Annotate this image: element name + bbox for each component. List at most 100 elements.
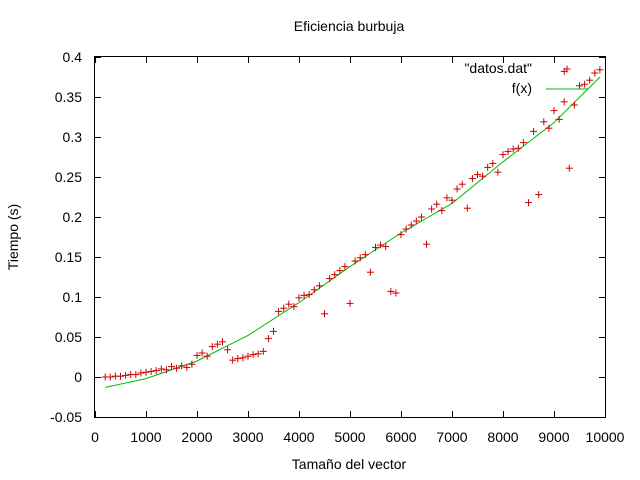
data-point — [453, 185, 461, 193]
data-point — [545, 124, 553, 132]
data-point — [525, 199, 532, 207]
data-point — [147, 367, 155, 375]
y-tick-label: 0.25 — [55, 169, 82, 185]
data-point — [560, 98, 568, 106]
x-axis-label: Tamaño del vector — [292, 456, 407, 472]
data-point — [152, 367, 160, 375]
data-point — [570, 101, 578, 109]
data-point — [315, 282, 323, 290]
data-point — [499, 151, 507, 159]
data-point — [219, 338, 226, 346]
data-point — [392, 289, 400, 297]
data-point — [382, 243, 390, 251]
y-tick-label: 0.35 — [55, 89, 82, 105]
data-point — [168, 363, 175, 371]
data-point — [331, 271, 339, 279]
data-point — [122, 371, 130, 379]
data-point — [565, 164, 573, 172]
data-point — [224, 346, 232, 354]
data-point — [239, 354, 247, 362]
data-point — [504, 147, 512, 155]
legend: "datos.dat" f(x) — [464, 60, 588, 96]
data-point — [249, 351, 257, 359]
data-point — [519, 139, 527, 147]
x-tick-label: 9000 — [538, 429, 569, 445]
data-point — [468, 175, 476, 183]
data-point — [346, 299, 354, 307]
x-tick-label: 4000 — [283, 429, 314, 445]
data-point — [372, 243, 379, 251]
y-tick-label: 0.15 — [55, 249, 82, 265]
data-point — [417, 213, 425, 221]
data-point — [540, 118, 548, 126]
y-tick-labels: -0.05 0 0.05 0.1 0.15 0.2 0.25 0.3 0.35 0.4 — [50, 49, 82, 425]
data-point — [591, 69, 599, 77]
data-point — [402, 225, 410, 233]
data-point — [183, 363, 191, 371]
data-point — [484, 163, 492, 171]
plot-frame — [94, 56, 606, 418]
data-point — [474, 171, 481, 179]
data-point — [178, 362, 186, 370]
data-point — [423, 240, 430, 248]
x-tick-label: 2000 — [181, 429, 212, 445]
data-point — [428, 205, 436, 213]
data-point — [326, 275, 334, 283]
data-point — [137, 369, 145, 377]
x-tick-label: 6000 — [385, 429, 416, 445]
data-point — [264, 335, 272, 343]
data-point — [280, 304, 288, 312]
data-point — [295, 294, 303, 302]
data-point — [193, 351, 201, 359]
data-point — [310, 286, 318, 294]
x-tick-label: 7000 — [436, 429, 467, 445]
data-point — [254, 350, 262, 358]
data-point — [356, 254, 364, 262]
data-point — [514, 144, 522, 152]
data-point — [387, 287, 395, 295]
data-point — [479, 172, 487, 180]
x-tick-label: 10000 — [586, 429, 625, 445]
data-point — [448, 196, 456, 204]
legend-marker-datos — [563, 65, 571, 73]
data-point — [208, 343, 216, 351]
data-point — [377, 241, 385, 249]
y-tick-label: 0 — [74, 369, 82, 385]
y-tick-label: 0.1 — [63, 289, 83, 305]
data-point — [550, 107, 558, 115]
data-point — [117, 372, 124, 380]
x-tick-label: 1000 — [130, 429, 161, 445]
data-point — [581, 80, 589, 88]
data-point — [535, 191, 543, 199]
data-point — [596, 66, 604, 74]
y-tick-label: 0.4 — [63, 49, 83, 65]
data-point — [270, 327, 277, 335]
data-point — [203, 352, 211, 360]
data-point — [443, 194, 451, 202]
data-point — [300, 291, 308, 299]
data-point — [285, 300, 293, 308]
data-point — [336, 267, 344, 275]
data-point — [173, 364, 181, 372]
data-point — [586, 76, 594, 84]
data-point — [106, 373, 114, 381]
data-point — [530, 127, 538, 135]
data-point — [162, 366, 170, 374]
x-tick-label: 3000 — [232, 429, 263, 445]
data-point — [234, 355, 242, 363]
x-tick-label: 0 — [91, 429, 99, 445]
y-tick-label: 0.3 — [63, 129, 83, 145]
chart-title: Eficiencia burbuja — [294, 18, 405, 34]
data-point — [361, 251, 369, 259]
data-point — [458, 180, 466, 188]
data-point — [198, 349, 206, 357]
y-axis-label: Tiempo (s) — [5, 204, 21, 270]
data-point — [433, 200, 441, 208]
data-point — [407, 221, 415, 229]
data-point — [494, 168, 502, 176]
data-point — [229, 356, 237, 364]
x-tick-labels: 0 1000 2000 3000 4000 5000 6000 7000 8000 9000 100… — [91, 429, 625, 445]
data-point — [397, 231, 405, 239]
data-point — [463, 204, 471, 212]
